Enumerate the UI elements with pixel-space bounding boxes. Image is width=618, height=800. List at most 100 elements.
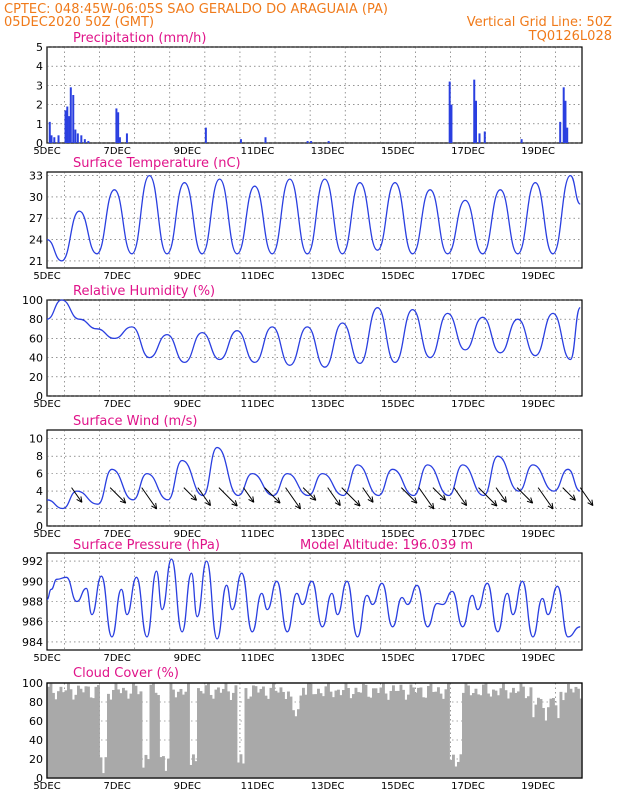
- cloud-bar: [239, 754, 243, 778]
- cloud-bar: [349, 698, 353, 778]
- cloud-bar: [142, 767, 145, 778]
- wind-arrow: [516, 487, 534, 504]
- cloud-bar: [84, 686, 88, 778]
- cloud-bar: [484, 683, 488, 778]
- cloud-bar: [214, 689, 218, 778]
- cloud-bar: [482, 684, 485, 778]
- cloud-bar: [289, 696, 293, 778]
- x-tick-label: 15DEC: [381, 271, 415, 282]
- precip-bar: [327, 141, 330, 143]
- precip-bar: [448, 81, 451, 143]
- precip-bar: [74, 129, 77, 143]
- cloud-bar: [164, 770, 168, 778]
- y-tick-label: 3: [36, 79, 43, 92]
- wind-arrowhead: [248, 496, 255, 503]
- cloud-bar: [224, 683, 228, 778]
- cloud-bar: [504, 690, 508, 778]
- cloud-bar: [382, 683, 385, 778]
- cloud-bar: [314, 694, 318, 778]
- y-tick-label: 5: [36, 41, 43, 54]
- cloud-bar: [312, 694, 315, 778]
- cloud-bar: [374, 688, 378, 778]
- y-tick-label: 986: [22, 616, 43, 629]
- wind-arrowhead: [587, 499, 594, 507]
- cloud-bar: [94, 686, 98, 778]
- wind-arrowhead: [491, 500, 498, 507]
- pressure-line: [46, 558, 581, 640]
- cloud-bar: [274, 690, 278, 778]
- wind-arrowhead: [204, 499, 211, 507]
- cloud-bar: [532, 717, 535, 778]
- panel-2: 0 20 40 60 80 100 5DEC 7DEC 9DEC 11DEC 13DEC 15DEC 1…: [22, 284, 583, 410]
- cloud-bar: [442, 698, 445, 778]
- wind-arrow: [362, 487, 374, 503]
- cloud-bar: [449, 759, 453, 778]
- cloud-bar: [297, 709, 300, 778]
- x-tick-label: 15DEC: [381, 146, 415, 157]
- x-tick-label: 9DEC: [174, 781, 201, 792]
- cloud-bar: [99, 757, 103, 778]
- cloud-bar: [402, 689, 405, 778]
- cloud-bar: [257, 692, 260, 778]
- cloud-bar: [472, 692, 475, 778]
- panel-title: Surface Wind (m/s): [73, 414, 197, 429]
- cloud-bar: [549, 698, 553, 778]
- cloud-bar: [372, 688, 375, 778]
- cloud-bar: [562, 700, 565, 778]
- cloud-bar: [497, 695, 500, 778]
- cloud-bar: [537, 697, 540, 778]
- cloud-bar: [177, 691, 180, 778]
- cloud-bar: [234, 685, 238, 778]
- cloud-bar: [169, 683, 173, 778]
- wind-arrowhead: [526, 497, 534, 504]
- panel-title: Relative Humidity (%): [73, 284, 215, 299]
- cloud-bar: [379, 687, 383, 778]
- cloud-bar: [464, 683, 468, 778]
- cloud-bar: [122, 687, 125, 778]
- cloud-bar: [507, 698, 510, 778]
- cloud-bar: [419, 687, 423, 778]
- wind-arrow: [418, 487, 435, 510]
- cloud-bar: [187, 683, 190, 778]
- cloud-bar: [554, 705, 558, 778]
- cloud-bar: [494, 690, 498, 778]
- cloud-bar: [149, 684, 153, 778]
- precip-bar: [64, 110, 67, 143]
- y-tick-label: 40: [29, 734, 43, 747]
- y-tick-label: 0: [36, 772, 43, 785]
- cloud-bar: [154, 692, 158, 778]
- wind-arrowhead: [354, 500, 361, 507]
- cloud-bar: [204, 685, 208, 778]
- cloud-bar: [209, 694, 213, 778]
- cloud-bar: [569, 688, 573, 778]
- x-tick-label: 7DEC: [103, 271, 130, 282]
- wind-arrowhead: [190, 494, 198, 501]
- wind-arrowhead: [439, 494, 447, 501]
- x-tick-label: 7DEC: [103, 781, 130, 792]
- cloud-bar: [429, 683, 433, 778]
- cloud-bar: [79, 688, 83, 778]
- wind-arrowhead: [461, 499, 468, 507]
- y-tick-label: 984: [22, 636, 43, 649]
- cloud-bar: [102, 773, 105, 778]
- cloud-bar: [157, 695, 160, 778]
- y-tick-label: 60: [29, 332, 43, 345]
- x-tick-label: 5DEC: [33, 399, 60, 410]
- cloud-bar: [172, 689, 175, 778]
- precip-bar: [69, 87, 72, 143]
- cloud-bar: [49, 683, 53, 778]
- cloud-bar: [277, 692, 280, 778]
- x-tick-label: 5DEC: [33, 529, 60, 540]
- cloud-bar: [67, 683, 70, 778]
- cloud-bar: [399, 684, 403, 778]
- cloud-bar: [479, 695, 483, 778]
- cloud-bar: [112, 689, 115, 778]
- cloud-bar: [439, 693, 443, 778]
- cloud-bar: [272, 683, 275, 778]
- y-tick-label: 1: [36, 118, 43, 131]
- wind-arrow: [264, 487, 281, 504]
- cloud-bar: [292, 710, 295, 778]
- cloud-bar: [167, 758, 170, 778]
- cloud-bar: [502, 683, 505, 778]
